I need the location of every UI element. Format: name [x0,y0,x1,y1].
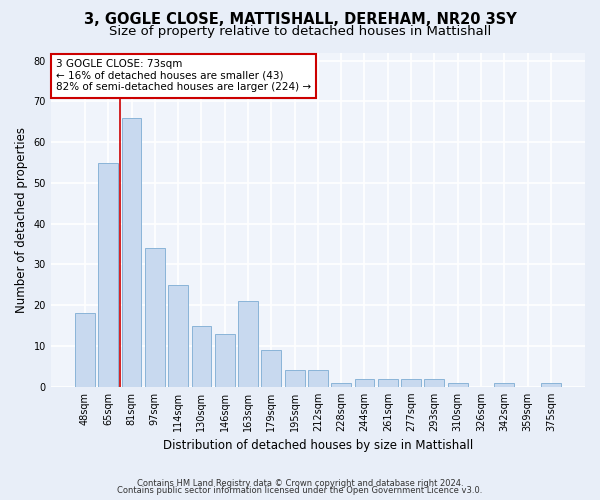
Bar [494,382,514,387]
Y-axis label: Number of detached properties: Number of detached properties [15,126,28,312]
X-axis label: Distribution of detached houses by size in Mattishall: Distribution of detached houses by size … [163,440,473,452]
Bar [191,326,211,387]
Bar [424,378,444,387]
Bar [215,334,235,387]
Text: 3, GOGLE CLOSE, MATTISHALL, DEREHAM, NR20 3SY: 3, GOGLE CLOSE, MATTISHALL, DEREHAM, NR2… [83,12,517,28]
Bar [308,370,328,387]
Bar [168,285,188,387]
Bar [75,314,95,387]
Text: Contains HM Land Registry data © Crown copyright and database right 2024.: Contains HM Land Registry data © Crown c… [137,478,463,488]
Bar [238,301,258,387]
Bar [448,382,467,387]
Bar [285,370,305,387]
Text: Contains public sector information licensed under the Open Government Licence v3: Contains public sector information licen… [118,486,482,495]
Bar [262,350,281,387]
Bar [331,382,351,387]
Bar [355,378,374,387]
Bar [378,378,398,387]
Bar [145,248,165,387]
Bar [98,162,118,387]
Text: 3 GOGLE CLOSE: 73sqm
← 16% of detached houses are smaller (43)
82% of semi-detac: 3 GOGLE CLOSE: 73sqm ← 16% of detached h… [56,59,311,92]
Bar [122,118,142,387]
Bar [541,382,561,387]
Text: Size of property relative to detached houses in Mattishall: Size of property relative to detached ho… [109,25,491,38]
Bar [401,378,421,387]
